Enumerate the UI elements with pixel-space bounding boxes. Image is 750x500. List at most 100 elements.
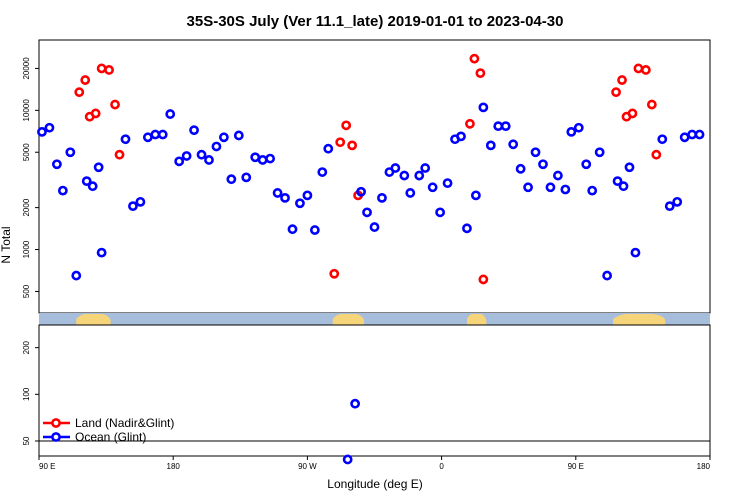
ocean-point <box>602 270 613 281</box>
ocean-point <box>150 129 161 140</box>
ocean-point <box>462 223 472 234</box>
ocean-point <box>81 176 92 187</box>
land-point <box>114 149 125 160</box>
y-tick-label: 5000 <box>22 143 31 161</box>
ocean-point <box>65 147 76 158</box>
land-point <box>347 140 358 151</box>
y-tick-label: 200 <box>22 340 31 354</box>
land-segment <box>76 313 111 325</box>
land-point <box>640 65 651 75</box>
upper-y-axis: 500 1000 2000 5000 10000 20000 <box>22 57 39 298</box>
ocean-point <box>566 126 577 137</box>
ocean-point <box>362 207 372 218</box>
ocean-point <box>93 162 104 173</box>
ocean-point <box>427 182 438 193</box>
ocean-point <box>189 125 199 136</box>
land-segment <box>332 313 365 325</box>
ocean-point <box>612 176 623 187</box>
y-tick-label: 20000 <box>22 57 31 80</box>
ocean-point <box>664 201 675 212</box>
ocean-point <box>493 121 504 132</box>
ocean-point <box>624 162 635 173</box>
ocean-point <box>442 178 453 189</box>
y-tick-label: 1000 <box>22 240 31 258</box>
ocean-point <box>272 188 283 198</box>
ocean-point <box>573 122 584 133</box>
ocean-point <box>587 185 598 196</box>
legend-marker <box>51 432 61 442</box>
land-ocean-strip <box>39 313 710 325</box>
ocean-point <box>679 132 690 143</box>
ocean-point <box>128 201 138 212</box>
ocean-point <box>309 225 320 235</box>
ocean-strip <box>39 313 710 325</box>
ocean-point <box>295 198 305 209</box>
ocean-point <box>196 149 207 160</box>
ocean-point <box>280 192 290 203</box>
ocean-point <box>657 134 668 145</box>
ocean-point <box>142 132 153 143</box>
ocean-point <box>545 182 556 193</box>
x-tick-label: 0 <box>439 462 444 471</box>
lower-plot-frame <box>38 324 711 457</box>
ocean-point <box>694 129 705 140</box>
ocean-point <box>323 143 334 154</box>
land-point <box>617 75 627 85</box>
y-tick-label: 10000 <box>22 99 31 122</box>
ocean-point <box>181 151 192 161</box>
ocean-point <box>57 185 68 196</box>
ocean-point <box>515 163 526 174</box>
land-point <box>335 137 346 148</box>
ocean-point <box>51 159 62 170</box>
land-segment <box>466 313 487 325</box>
ocean-point <box>71 270 82 281</box>
land-point <box>475 68 486 79</box>
ocean-point <box>594 147 605 158</box>
ocean-point <box>523 182 533 193</box>
ocean-point <box>218 132 229 143</box>
ocean-point <box>135 196 146 207</box>
ocean-point <box>342 454 353 465</box>
ocean-point <box>265 153 276 164</box>
x-axis-label: Longitude (deg E) <box>327 477 422 491</box>
ocean-point <box>302 190 313 201</box>
ocean-point <box>174 156 185 167</box>
legend-label: Land (Nadir&Glint) <box>75 416 174 430</box>
ocean-point <box>377 192 387 203</box>
ocean-point <box>241 172 252 183</box>
ocean-point <box>226 174 237 185</box>
land-point <box>96 63 107 74</box>
lower-y-axis: 50 100 200 <box>22 340 710 445</box>
ocean-point <box>435 207 446 218</box>
x-tick-label: 90 E <box>568 462 584 471</box>
x-tick-label: 90 W <box>298 462 317 471</box>
ocean-point <box>530 147 541 158</box>
ocean-point <box>250 152 261 163</box>
x-tick-label: 180 <box>697 462 711 471</box>
ocean-point <box>618 181 629 192</box>
ocean-point <box>120 134 131 145</box>
ocean-point <box>165 109 176 119</box>
land-point <box>74 87 85 98</box>
y-tick-label: 500 <box>22 284 31 298</box>
ocean-point <box>399 170 410 181</box>
ocean-point <box>44 122 55 133</box>
land-point <box>465 118 475 129</box>
land-point <box>104 65 114 75</box>
ocean-point <box>485 140 496 151</box>
land-point <box>627 108 638 119</box>
ocean-point <box>508 139 519 150</box>
ocean-point <box>500 121 511 132</box>
x-axis: 90 E 180 90 W 0 90 E 180 <box>38 456 711 471</box>
land-point <box>478 274 489 285</box>
lower-panel: 50 100 200 <box>22 324 711 457</box>
land-point <box>110 99 120 110</box>
chart-title: 35S-30S July (Ver 11.1_late) 2019-01-01 … <box>187 13 564 30</box>
y-axis-label: N Total <box>0 226 13 263</box>
ocean-point <box>420 163 431 173</box>
land-point <box>651 149 662 160</box>
ocean-point <box>581 159 592 170</box>
ocean-point <box>405 188 416 198</box>
land-point <box>611 87 621 98</box>
legend-label: Ocean (Glint) <box>75 430 146 444</box>
